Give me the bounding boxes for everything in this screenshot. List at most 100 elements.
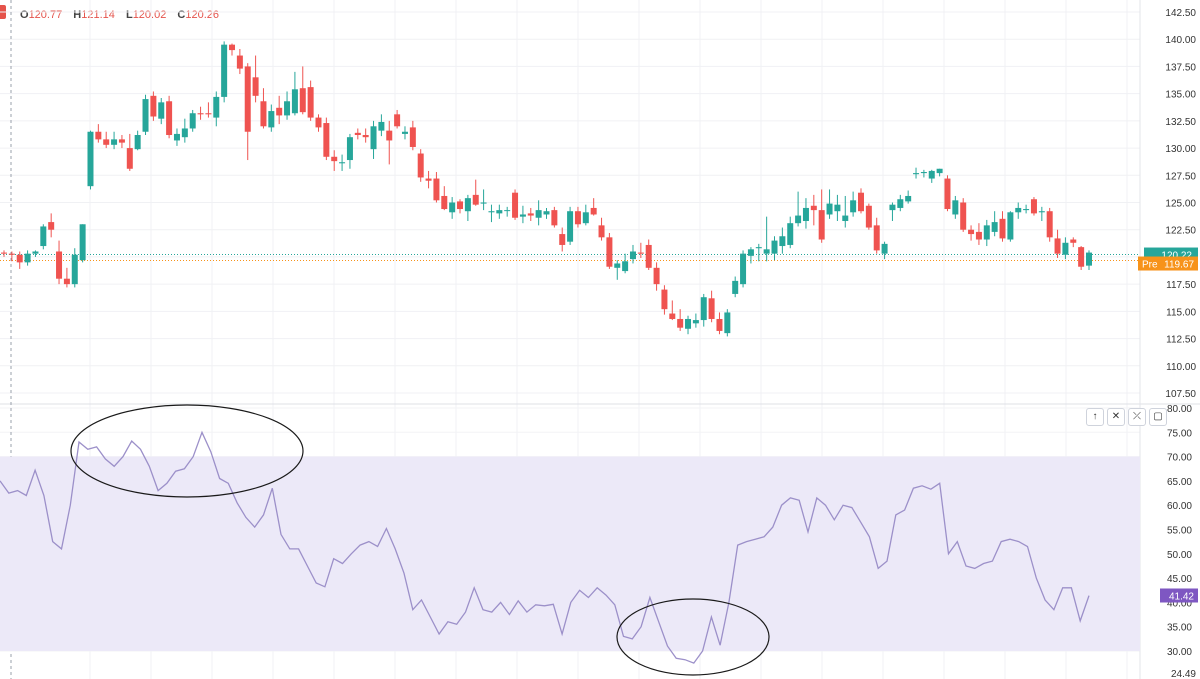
- close-pane-button[interactable]: ✕: [1107, 408, 1125, 426]
- candle: [394, 109, 401, 129]
- price-tick-label: 112.50: [1166, 335, 1196, 346]
- candle: [16, 251, 23, 269]
- candle: [787, 216, 794, 249]
- candle: [1046, 207, 1053, 242]
- candle: [229, 43, 236, 56]
- candle: [810, 194, 817, 226]
- candle-body: [661, 289, 668, 310]
- axis-layer: 142.50 140.00 137.50 135.00 132.50 130.00 127.…: [1138, 8, 1198, 679]
- candle-body: [71, 254, 78, 285]
- candle: [826, 189, 833, 219]
- candle-body: [905, 195, 912, 202]
- candle-body: [354, 132, 361, 136]
- candle: [512, 189, 519, 220]
- candle-body: [472, 194, 479, 205]
- candle-body: [928, 170, 935, 179]
- maximize-pane-button[interactable]: ▢: [1149, 408, 1167, 426]
- annotation-layer: [70, 404, 770, 676]
- candle-body: [543, 211, 550, 215]
- candle: [370, 120, 377, 159]
- candle-body: [441, 195, 448, 210]
- candle: [284, 91, 291, 120]
- candle-body: [252, 77, 259, 96]
- candle: [488, 204, 495, 223]
- candle: [401, 126, 408, 140]
- candle: [291, 71, 298, 116]
- candle: [559, 227, 566, 252]
- candle-body: [449, 202, 456, 213]
- candle: [645, 239, 652, 270]
- candle: [543, 207, 550, 219]
- candle: [661, 285, 668, 315]
- candle: [999, 211, 1006, 242]
- candle-body: [1038, 211, 1045, 213]
- candle-body: [991, 222, 998, 232]
- candle-body: [276, 107, 283, 116]
- candle: [873, 217, 880, 254]
- candle: [747, 247, 754, 264]
- candle: [629, 244, 636, 264]
- candle: [24, 250, 31, 266]
- candle: [857, 188, 864, 214]
- candle: [87, 130, 94, 190]
- candle-body: [865, 205, 872, 228]
- candle: [551, 206, 558, 228]
- candle: [252, 55, 259, 103]
- candle: [700, 293, 707, 327]
- candle: [118, 135, 125, 149]
- candle-body: [323, 123, 330, 157]
- open-label: O: [20, 9, 29, 21]
- candle-body: [142, 99, 149, 132]
- candle-body: [339, 162, 346, 164]
- candle: [71, 248, 78, 288]
- price-tick-label: 135.00: [1165, 90, 1196, 101]
- candle-body: [1, 252, 7, 254]
- candle-body: [378, 121, 385, 131]
- candle: [1007, 211, 1014, 242]
- candle-body: [16, 254, 23, 263]
- candle-body: [118, 139, 125, 143]
- candle: [409, 120, 416, 151]
- candle-body: [716, 318, 723, 331]
- rsi-tick-label: 65.00: [1167, 477, 1192, 488]
- candle: [905, 190, 912, 204]
- candle-body: [284, 101, 291, 116]
- candle-body: [488, 211, 495, 213]
- candle-body: [32, 251, 39, 254]
- close-label: C: [177, 9, 186, 21]
- candle: [472, 179, 479, 206]
- candle-body: [1078, 247, 1085, 267]
- candle: [386, 120, 393, 165]
- candle: [716, 312, 723, 335]
- candle-body: [975, 231, 982, 240]
- candle-body: [1086, 252, 1092, 266]
- candle: [677, 309, 684, 331]
- candle: [299, 66, 306, 115]
- candle: [614, 260, 621, 280]
- candle-body: [802, 207, 809, 222]
- candle-body: [952, 200, 959, 215]
- candle: [8, 251, 15, 262]
- candle-body: [213, 96, 220, 118]
- move-up-button[interactable]: ↑: [1086, 408, 1104, 426]
- candle: [889, 202, 896, 222]
- candle: [622, 253, 629, 274]
- collapse-pane-button[interactable]: ⤫: [1128, 408, 1146, 426]
- candle-body: [881, 243, 888, 254]
- candle: [268, 104, 275, 132]
- candle-body: [708, 298, 715, 319]
- candle-body: [850, 200, 857, 213]
- candle: [535, 200, 542, 226]
- candle: [496, 204, 503, 219]
- candle: [32, 250, 39, 257]
- rsi-tick-label: 75.00: [1167, 428, 1192, 439]
- candle: [653, 262, 660, 291]
- candle: [464, 194, 471, 222]
- candle-body: [244, 66, 251, 132]
- candle: [166, 95, 173, 139]
- candle: [952, 195, 959, 219]
- rsi-band-layer: [0, 456, 1140, 651]
- candle: [181, 118, 188, 143]
